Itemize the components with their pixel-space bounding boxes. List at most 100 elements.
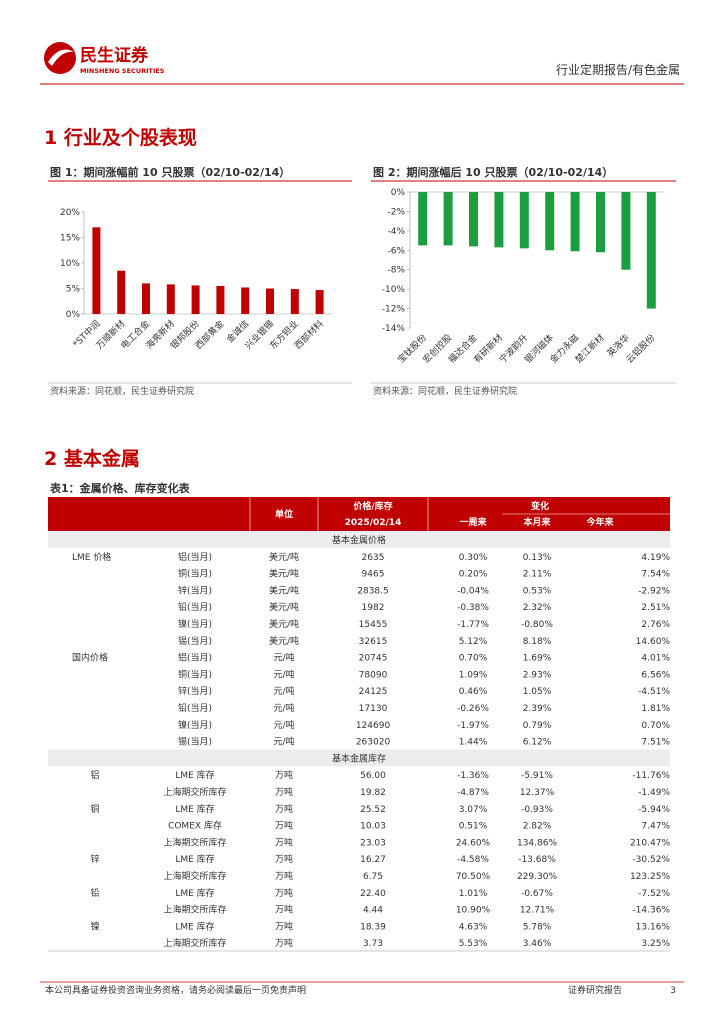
subheader (48, 531, 670, 548)
table-cell: 263020 (356, 738, 391, 748)
table-cell: 2.39% (523, 704, 552, 714)
logo (44, 42, 76, 74)
table-cell: 1982 (362, 603, 385, 613)
table-cell: 123.25% (630, 872, 670, 882)
y-tick-label: -4% (387, 227, 405, 237)
table-cell: -5.91% (521, 771, 553, 781)
table-cell: 70.50% (456, 872, 491, 882)
table-cell: -0.93% (521, 805, 553, 815)
table-cell: 美元/吨 (269, 635, 299, 647)
bar (443, 192, 453, 246)
table-cell: -1.97% (457, 721, 489, 731)
table-cell: -0.80% (521, 620, 553, 630)
table-cell: 1.69% (523, 654, 552, 664)
bar (191, 285, 200, 314)
table-cell: 铝(当月) (178, 652, 212, 664)
group-label: 铅 (90, 887, 99, 899)
table-cell: 24.60% (456, 838, 491, 848)
table-cell: 7.47% (641, 822, 670, 832)
group-label: 国内价格 (72, 652, 108, 664)
table-cell: 2635 (362, 553, 385, 563)
table-cell: 19.82 (360, 788, 386, 798)
table-cell: 3.07% (459, 805, 488, 815)
bar (266, 288, 274, 314)
table-cell: 78090 (359, 670, 388, 680)
table-cell: 5.12% (459, 637, 488, 647)
table-cell: 2.11% (523, 570, 552, 580)
figure-title: 图 2：期间涨幅后 10 只股票（02/10-02/14） (373, 165, 613, 179)
table-cell: 6.12% (523, 738, 552, 748)
table-cell: 万吨 (275, 769, 293, 781)
table-cell: 万吨 (275, 937, 293, 949)
table-cell: 美元/吨 (269, 584, 299, 596)
table-cell: 元/吨 (273, 702, 294, 714)
table-cell: 0.79% (523, 721, 552, 731)
table-cell: 2.76% (641, 620, 670, 630)
table-cell: 18.39 (360, 922, 386, 932)
table-cell: 23.03 (360, 838, 386, 848)
table-cell: 2838.5 (357, 586, 389, 596)
table-cell: 1.81% (641, 704, 670, 714)
table-cell: 4.01% (641, 654, 670, 664)
table-cell: 美元/吨 (269, 551, 299, 563)
section-title: 1 行业及个股表现 (44, 126, 197, 149)
bar (570, 192, 580, 252)
section-title: 2 基本金属 (44, 447, 140, 470)
y-tick-label: 0% (66, 310, 81, 320)
bar (494, 192, 504, 248)
table-cell: 10.90% (456, 906, 491, 916)
table-cell: 3.73 (363, 939, 383, 949)
table-cell: -1.49% (638, 788, 670, 798)
table-cell: 134.86% (517, 838, 557, 848)
table-cell: 15455 (359, 620, 388, 630)
table-cell: 铜(当月) (178, 568, 212, 580)
y-tick-label: -12% (382, 305, 406, 315)
footer-label: 证券研究报告 (568, 984, 622, 996)
y-tick-label: 10% (60, 259, 80, 269)
table-cell: 10.03 (360, 822, 386, 832)
group-label: 铝 (90, 769, 99, 781)
header-cell: 今年来 (585, 516, 614, 528)
table-cell: 元/吨 (273, 685, 294, 697)
source: 资料来源：同花顺，民生证券研究院 (373, 385, 517, 397)
table-cell: 万吨 (275, 887, 293, 899)
table-cell: -4.87% (457, 788, 489, 798)
table-cell: 元/吨 (273, 719, 294, 731)
table-cell: 0.51% (459, 822, 488, 832)
table-cell: 7.54% (641, 570, 670, 580)
header-cell: 本月来 (523, 516, 551, 528)
figure-title: 图 1：期间涨幅前 10 只股票（02/10-02/14） (50, 165, 290, 179)
table-cell: 12.37% (520, 788, 555, 798)
table-cell: 铅(当月) (178, 601, 212, 613)
table-cell: -0.67% (521, 889, 553, 899)
table-cell: 6.56% (641, 670, 670, 680)
table-cell: 4.19% (641, 553, 670, 563)
logo-swoosh (48, 49, 74, 66)
table-cell: 美元/吨 (269, 568, 299, 580)
table-caption: 表1：金属价格、库存变化表 (49, 481, 191, 495)
table-cell: 上海期交所库存 (163, 904, 226, 916)
table-cell: 美元/吨 (269, 618, 299, 630)
table-cell: 210.47% (630, 838, 670, 848)
subheader-text: 基本金属库存 (332, 752, 386, 764)
table-cell: 3.25% (641, 939, 670, 949)
table-cell: 1.44% (459, 738, 488, 748)
bar (142, 283, 150, 314)
table-cell: 2.93% (523, 670, 552, 680)
table-cell: -0.26% (457, 704, 489, 714)
table-cell: COMEX 库存 (168, 820, 222, 832)
table-cell: -11.76% (632, 771, 670, 781)
table-cell: 万吨 (275, 803, 293, 815)
y-tick-label: -14% (382, 324, 406, 334)
bar (418, 192, 428, 246)
table-cell: 17130 (359, 704, 388, 714)
header-cell: 变化 (531, 500, 549, 512)
table-cell: 20745 (359, 654, 388, 664)
table-cell: 229.30% (517, 872, 557, 882)
table-cell: -0.38% (457, 603, 489, 613)
table-cell: 锌(当月) (178, 584, 212, 596)
table-cell: 6.75 (363, 872, 383, 882)
y-tick-label: -8% (387, 266, 405, 276)
table-cell: 1.01% (459, 889, 488, 899)
